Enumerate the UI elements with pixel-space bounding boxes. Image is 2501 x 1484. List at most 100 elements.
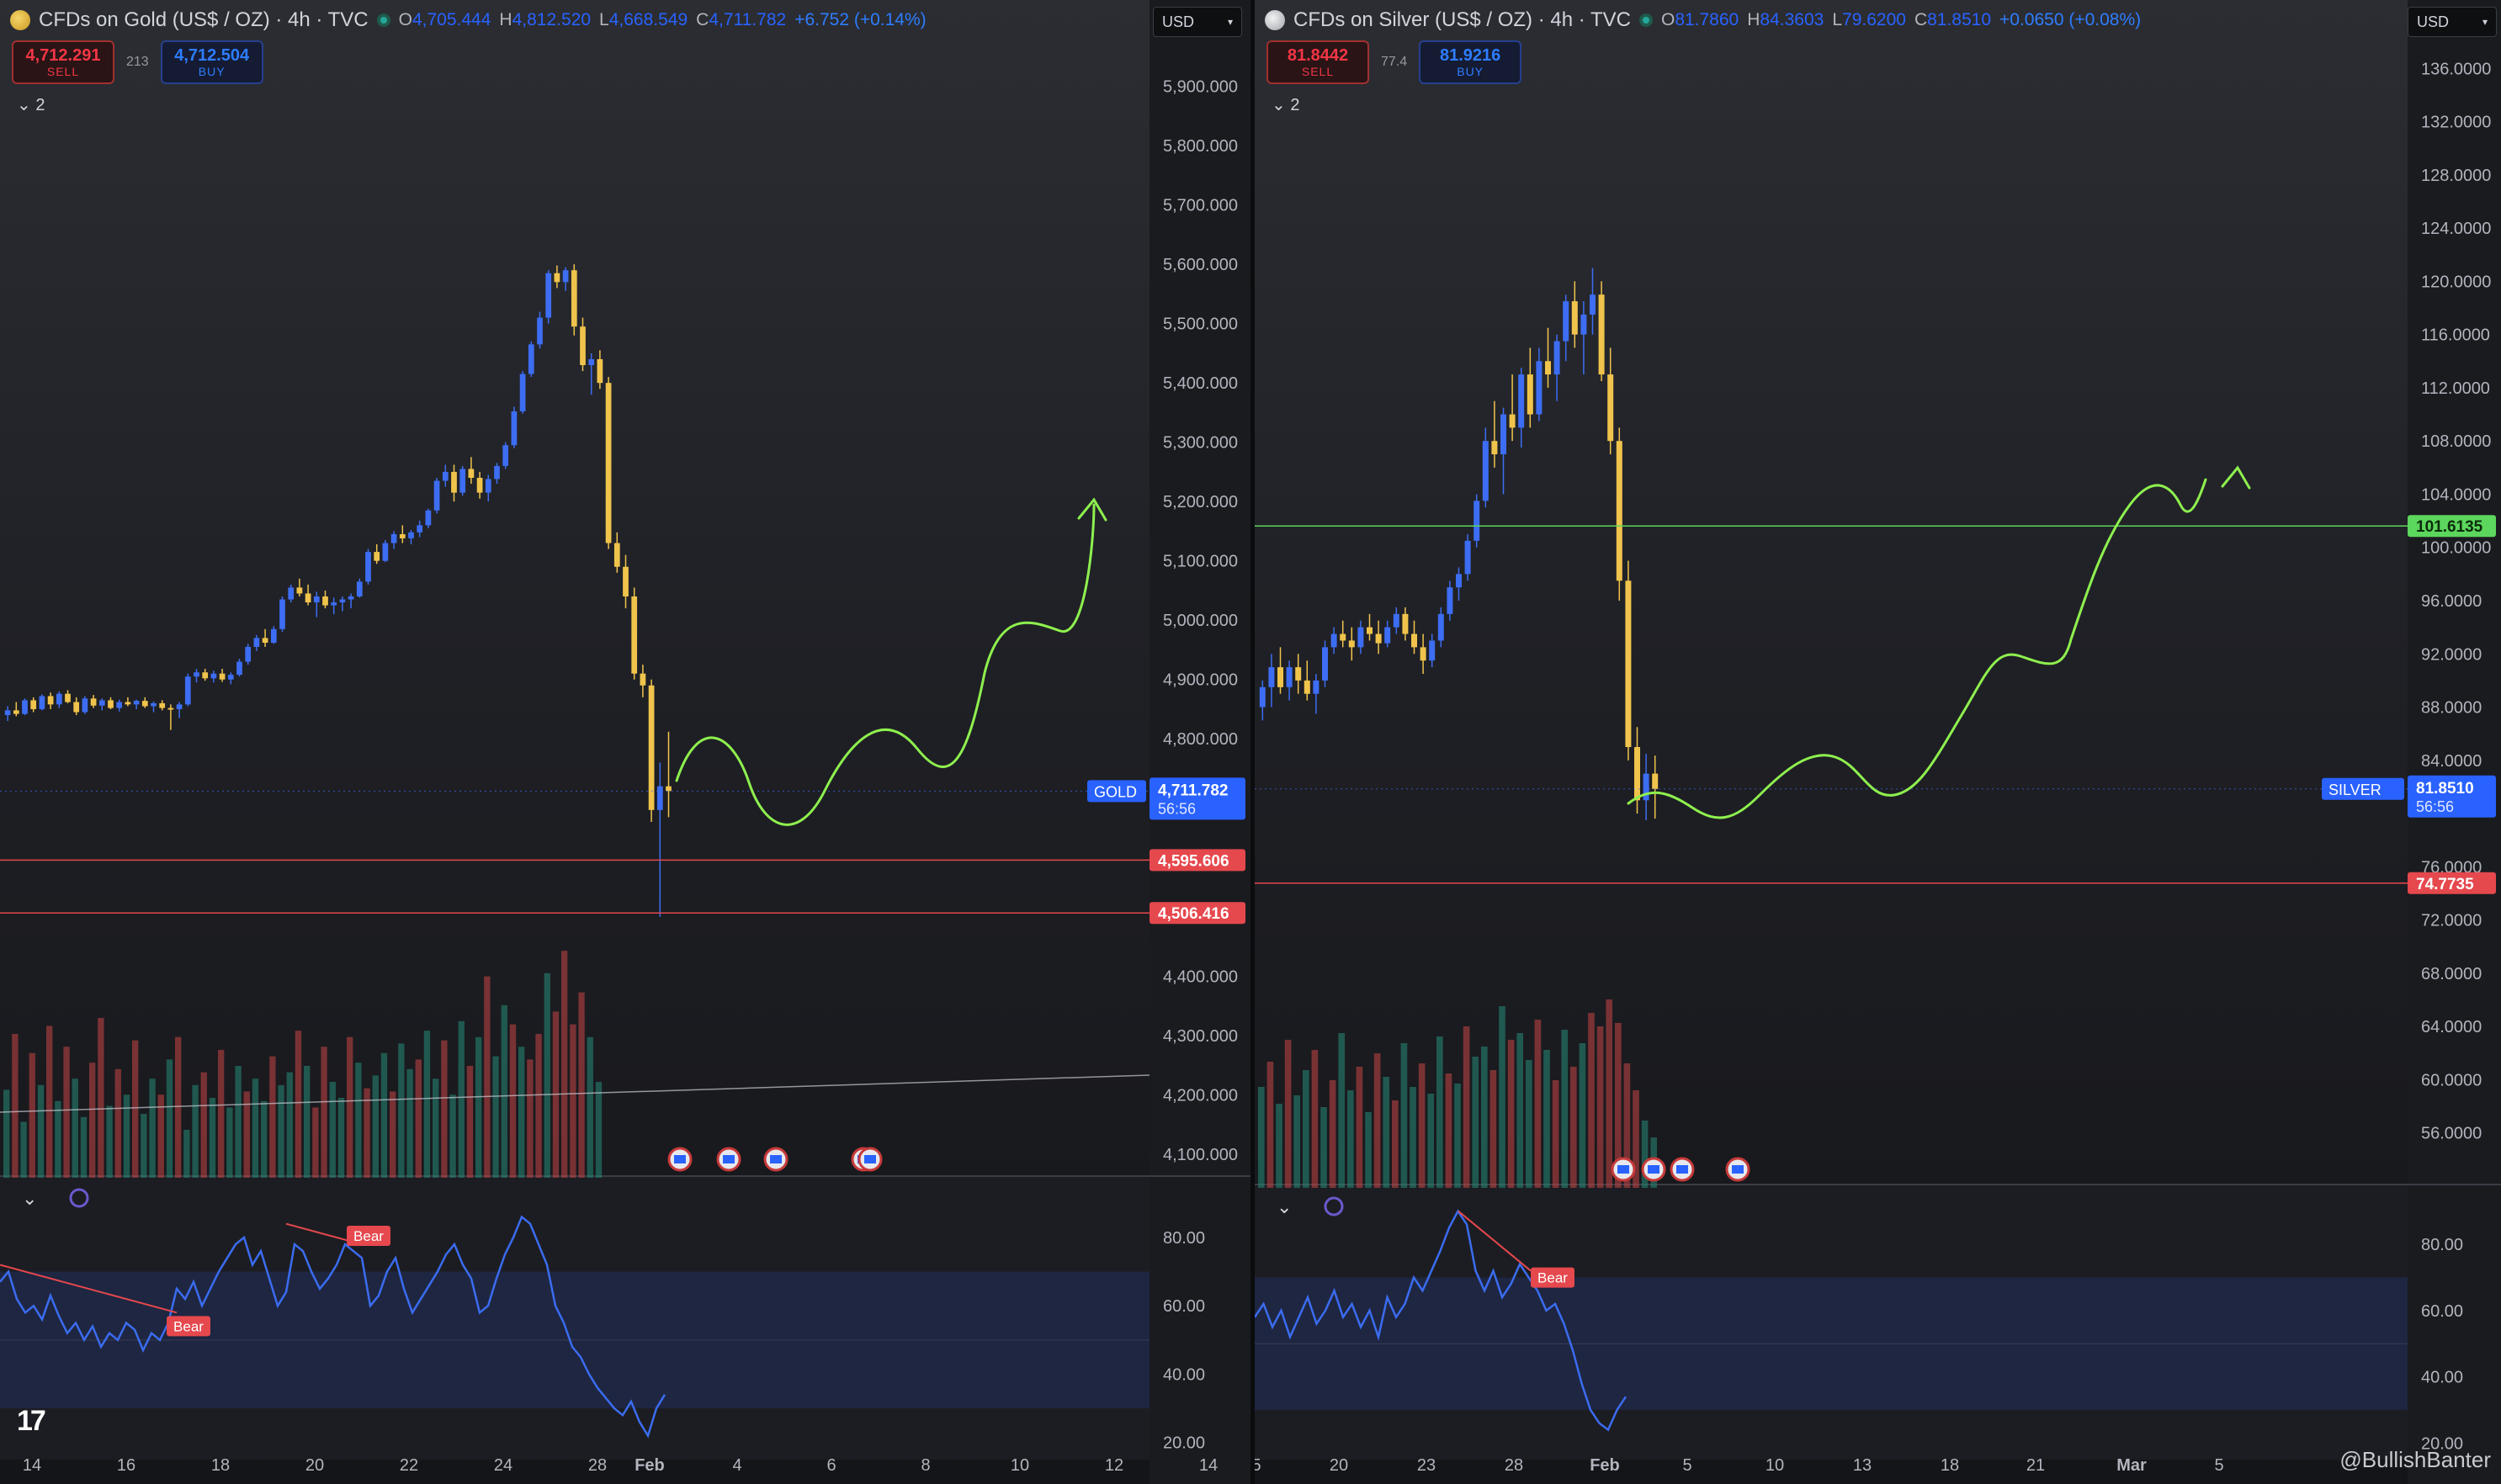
gold-change: +6.752 (+0.14%) — [794, 10, 927, 29]
candle-body — [30, 700, 37, 709]
price-axis-label: 5,000.000 — [1163, 612, 1238, 630]
silver-buy-button[interactable]: 81.9216 BUY — [1419, 40, 1522, 84]
candle-body — [1259, 686, 1266, 708]
silver-chart-title[interactable]: CFDs on Silver (US$ / OZ) · 4h · TVC — [1293, 8, 1631, 31]
gold-indicators-toggle[interactable]: ⌄ 2 — [17, 94, 45, 115]
panel-divider[interactable] — [1250, 0, 1255, 1484]
candle-body — [1527, 374, 1533, 415]
price-axis-label: 5,700.000 — [1163, 197, 1238, 215]
price-axis-label: 120.0000 — [2421, 273, 2491, 291]
candle-body — [1518, 374, 1525, 428]
candle-body — [1304, 680, 1310, 694]
silver-currency-select[interactable]: USD ▾ — [2408, 7, 2497, 37]
silver-price-chart[interactable]: 136.0000 132.0000 128.0000 124.0000 120.0000… — [1255, 0, 2501, 1484]
gold-low: 4,668.549 — [608, 10, 688, 29]
candle-body — [502, 445, 509, 466]
volume-bar — [12, 1034, 19, 1178]
candle-body — [519, 374, 526, 412]
candle-body — [108, 700, 114, 708]
volume-bar — [1543, 1050, 1550, 1188]
candle-body — [1286, 667, 1293, 687]
silver-open: 81.7860 — [1675, 10, 1739, 29]
rsi-axis-label: 80.00 — [2421, 1236, 2463, 1254]
candle-body — [236, 661, 242, 676]
silver-indicators-toggle[interactable]: ⌄ 2 — [1272, 94, 1299, 115]
candle-body — [1491, 441, 1498, 454]
gold-chart-panel[interactable]: 6,000.0005,900.0005,800.0005,700.0005,60… — [0, 0, 1250, 1484]
gold-currency-select[interactable]: USD ▾ — [1153, 7, 1242, 37]
price-axis-label: 72.0000 — [2421, 912, 2482, 930]
volume-bar — [1311, 1050, 1319, 1188]
candle-body — [219, 673, 226, 680]
candle-body — [1384, 627, 1391, 644]
symbol-tag — [1087, 780, 1146, 803]
rsi-axis-label: 60.00 — [1163, 1297, 1205, 1316]
chevron-down-icon: ⌄ — [17, 96, 31, 114]
gold-chart-title[interactable]: CFDs on Gold (US$ / OZ) · 4h · TVC — [39, 8, 369, 31]
candle-body — [485, 479, 491, 493]
symbol-tag-label: GOLD — [1094, 783, 1137, 800]
candle-body — [1482, 441, 1489, 501]
last-price-label: 4,711.782 — [1158, 782, 1228, 799]
gold-sell-button[interactable]: 4,712.291 SELL — [12, 40, 114, 84]
price-axis-label: 84.0000 — [2421, 752, 2482, 771]
volume-bar — [269, 1056, 276, 1178]
candle-body — [56, 693, 62, 705]
candle-body — [313, 596, 320, 603]
time-axis-label: 24 — [494, 1456, 512, 1475]
candle-body — [1367, 627, 1373, 634]
volume-bar — [380, 1052, 388, 1178]
price-axis-label: 4,200.000 — [1163, 1086, 1238, 1105]
price-axis-label: 4,900.000 — [1163, 671, 1238, 690]
volume-bar — [46, 1026, 53, 1178]
gold-ohlc-readout: O4,705.444 H4,812.520 L4,668.549 C4,711.… — [398, 10, 927, 29]
price-axis-background — [1150, 0, 1250, 1484]
candle-body — [167, 708, 174, 710]
volume-bar — [132, 1040, 139, 1178]
bear-signal-label: Bear — [1537, 1270, 1568, 1286]
level-price-label: 4,595.606 — [1158, 852, 1229, 870]
symbol-tag — [2322, 777, 2404, 800]
volume-bar — [449, 1094, 456, 1178]
gold-buy-button[interactable]: 4,712.504 BUY — [160, 40, 263, 84]
volume-bar — [1463, 1026, 1470, 1188]
volume-bar — [261, 1100, 268, 1178]
price-axis-label: 128.0000 — [2421, 167, 2491, 185]
volume-bar — [209, 1098, 216, 1178]
silver-sell-button[interactable]: 81.8442 SELL — [1266, 40, 1369, 84]
volume-bar — [1579, 1043, 1586, 1188]
volume-bar — [587, 1036, 593, 1178]
silver-low: 79.6200 — [1842, 10, 1906, 29]
candle-body — [1429, 640, 1436, 661]
price-axis-label: 4,800.000 — [1163, 730, 1238, 749]
candle-body — [184, 676, 191, 705]
price-axis-label: 108.0000 — [2421, 432, 2491, 451]
tradingview-logo[interactable]: 17 — [17, 1405, 46, 1437]
gold-price-chart[interactable]: 6,000.0005,900.0005,800.0005,700.0005,60… — [0, 0, 1250, 1484]
volume-bar — [390, 1091, 396, 1178]
volume-bar — [1392, 1100, 1399, 1188]
candle-body — [365, 552, 371, 582]
candle-body — [382, 543, 389, 561]
price-axis-label: 92.0000 — [2421, 645, 2482, 664]
gold-open: 4,705.444 — [412, 10, 491, 29]
price-axis-label: 4,400.000 — [1163, 967, 1238, 986]
level-price-tag — [1150, 849, 1245, 872]
candle-body — [322, 596, 328, 606]
volume-bar — [433, 1079, 439, 1178]
volume-bar — [347, 1036, 353, 1178]
volume-bar — [235, 1066, 242, 1178]
bear-divergence-line — [0, 1264, 178, 1314]
candle-body — [1330, 633, 1337, 648]
volume-bar — [321, 1047, 327, 1178]
candle-body — [253, 638, 260, 647]
candle-body — [141, 701, 148, 707]
symbol-tag-label: SILVER — [2328, 782, 2382, 798]
volume-bar — [1481, 1047, 1488, 1188]
candle-body — [22, 700, 28, 714]
candle-body — [65, 693, 71, 702]
volume-bar — [570, 1024, 576, 1178]
candle-body — [1464, 540, 1471, 575]
projection-path — [1627, 478, 2207, 819]
silver-chart-panel[interactable]: 136.0000 132.0000 128.0000 124.0000 120.0000… — [1255, 0, 2501, 1484]
